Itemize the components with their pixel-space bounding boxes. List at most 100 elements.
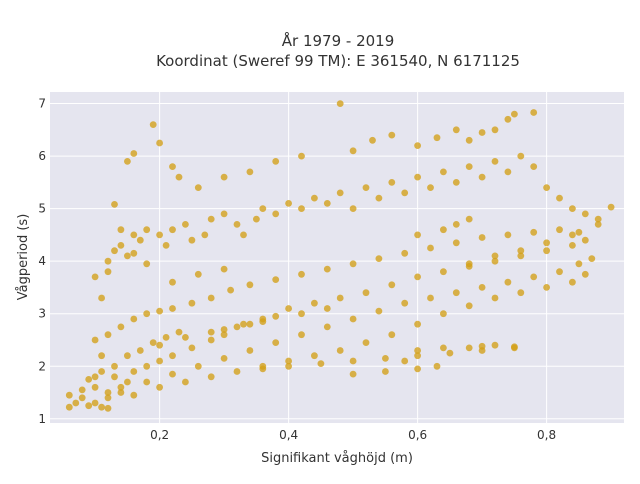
data-point-0-68 (414, 320, 421, 328)
data-point-0-191 (156, 139, 164, 147)
data-point-0-13 (124, 378, 131, 386)
data-point-0-21 (240, 320, 247, 328)
data-point-0-71 (491, 294, 499, 302)
data-point-0-170 (401, 189, 409, 197)
data-point-0-169 (388, 179, 396, 186)
data-point-0-61 (233, 368, 241, 375)
data-point-0-60 (207, 373, 215, 381)
data-point-0-118 (491, 257, 499, 265)
data-point-0-224 (194, 270, 202, 278)
data-point-0-144 (124, 252, 131, 260)
data-point-0-184 (581, 210, 589, 218)
data-point-0-142 (111, 247, 118, 255)
data-point-0-55 (117, 383, 125, 391)
data-point-0-109 (478, 234, 486, 241)
data-point-0-36 (588, 255, 596, 262)
data-point-0-157 (240, 231, 247, 239)
data-point-0-57 (130, 391, 138, 399)
data-point-0-154 (207, 215, 215, 223)
data-point-0-6 (91, 399, 99, 407)
data-point-0-167 (362, 184, 370, 192)
data-point-0-182 (556, 194, 563, 202)
data-point-0-89 (401, 357, 409, 365)
data-point-0-156 (233, 221, 241, 228)
data-point-0-20 (220, 331, 228, 339)
data-point-0-35 (594, 221, 602, 228)
data-point-0-168 (375, 194, 383, 202)
data-point-0-47 (323, 323, 331, 331)
data-point-0-12 (117, 389, 125, 396)
data-point-0-44 (401, 299, 409, 307)
data-point-0-151 (182, 221, 189, 228)
data-point-0-210 (511, 110, 518, 118)
data-point-0-219 (98, 294, 105, 302)
data-point-0-98 (207, 294, 215, 302)
data-point-0-165 (336, 189, 344, 197)
data-point-0-79 (349, 357, 357, 365)
data-point-0-63 (285, 357, 292, 365)
data-point-0-70 (465, 302, 473, 310)
data-point-0-189 (130, 150, 138, 157)
data-point-0-85 (349, 370, 357, 378)
data-point-0-29 (440, 268, 447, 276)
data-point-0-114 (581, 236, 589, 244)
data-point-0-132 (149, 339, 157, 346)
scatter-points (65, 100, 615, 412)
data-point-0-215 (478, 342, 486, 350)
data-point-0-216 (491, 341, 499, 349)
x-tick-label-1: 0,4 (279, 428, 298, 442)
data-point-0-126 (182, 334, 189, 341)
data-point-0-46 (349, 315, 357, 323)
data-point-0-211 (530, 109, 538, 116)
data-point-0-137 (91, 373, 99, 381)
data-point-0-164 (323, 200, 331, 207)
data-point-0-76 (259, 365, 267, 373)
data-point-0-225 (220, 265, 228, 273)
data-point-0-153 (201, 231, 209, 239)
data-point-0-59 (182, 378, 189, 386)
data-point-0-1 (65, 391, 73, 399)
data-point-0-172 (427, 184, 434, 192)
data-point-0-186 (607, 203, 615, 211)
data-point-0-100 (246, 281, 254, 289)
data-point-0-212 (414, 347, 421, 354)
data-point-0-185 (594, 215, 602, 223)
data-point-0-37 (575, 260, 583, 268)
data-point-0-148 (156, 231, 164, 239)
data-point-0-10 (104, 389, 112, 396)
data-point-0-5 (85, 402, 93, 410)
data-point-0-124 (323, 305, 331, 312)
data-point-0-174 (452, 179, 460, 186)
data-point-0-90 (91, 336, 99, 344)
data-point-0-117 (517, 252, 525, 260)
data-point-0-9 (104, 404, 112, 412)
data-point-0-105 (375, 255, 383, 262)
y-tick-label-1: 2 (38, 359, 46, 373)
data-point-0-214 (465, 344, 473, 352)
data-point-0-206 (465, 136, 473, 144)
data-point-0-208 (491, 126, 499, 134)
data-point-0-195 (220, 173, 228, 181)
data-point-0-65 (336, 347, 344, 354)
data-point-0-228 (452, 221, 460, 228)
data-point-0-171 (414, 173, 421, 181)
data-point-0-107 (427, 244, 434, 252)
data-point-0-192 (169, 163, 176, 171)
data-point-0-160 (272, 210, 280, 218)
data-point-0-19 (207, 336, 215, 344)
data-point-0-146 (136, 236, 144, 244)
data-point-0-33 (543, 239, 550, 247)
data-point-0-48 (298, 331, 305, 339)
x-axis-ticks: 0,2 0,4 0,6 0,8 (150, 428, 556, 442)
data-point-0-51 (220, 355, 228, 362)
data-point-0-152 (188, 236, 196, 244)
data-point-0-96 (169, 305, 176, 312)
y-tick-label-4: 5 (38, 202, 46, 216)
data-point-0-199 (336, 100, 344, 107)
data-point-0-111 (530, 228, 538, 236)
data-point-0-130 (124, 352, 131, 360)
data-point-0-38 (556, 268, 563, 276)
data-point-0-15 (143, 362, 151, 370)
data-point-0-159 (259, 205, 267, 213)
